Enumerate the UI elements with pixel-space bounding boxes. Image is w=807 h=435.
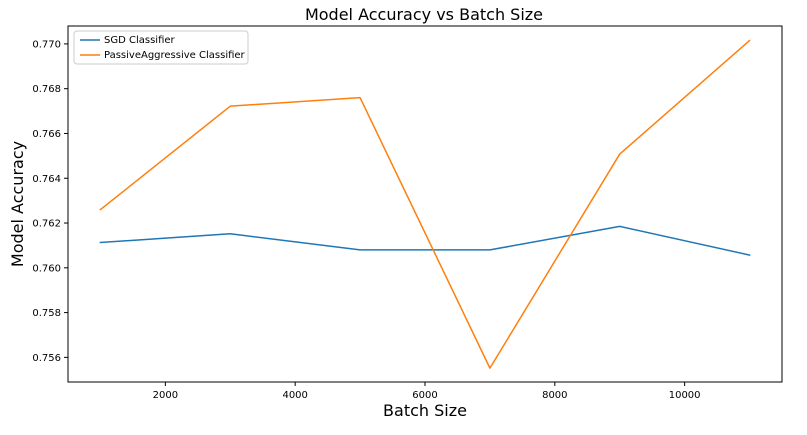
x-tick-label: 4000 [282, 390, 307, 401]
legend-label-passiveaggressive-classifier: PassiveAggressive Classifier [104, 50, 246, 61]
chart-title: Model Accuracy vs Batch Size [305, 5, 543, 24]
x-tick-label: 2000 [153, 390, 178, 401]
x-axis-label: Batch Size [383, 401, 467, 420]
legend: SGD Classifier PassiveAggressive Classif… [73, 30, 249, 65]
x-tick-label: 6000 [412, 390, 437, 401]
y-axis-label: Model Accuracy [8, 141, 27, 267]
series-line-passiveaggressive-classifier [99, 39, 751, 369]
series-lines [99, 39, 751, 369]
y-tick-label: 0.768 [32, 84, 61, 95]
y-axis-ticks: 0.756 0.758 0.760 0.762 0.764 0.766 0.768 0.770 [32, 39, 68, 364]
y-tick-label: 0.762 [32, 219, 61, 230]
x-tick-label: 8000 [542, 390, 567, 401]
y-tick-label: 0.760 [32, 263, 61, 274]
y-tick-label: 0.758 [32, 308, 61, 319]
series-line-sgd-classifier [99, 225, 751, 256]
legend-label-sgd-classifier: SGD Classifier [104, 35, 176, 46]
legend-box [73, 30, 249, 65]
y-tick-label: 0.756 [32, 353, 61, 364]
y-tick-label: 0.764 [32, 174, 61, 185]
y-tick-label: 0.766 [32, 129, 61, 140]
y-tick-label: 0.770 [32, 39, 61, 50]
plot-area [67, 25, 783, 383]
x-tick-label: 10000 [669, 390, 701, 401]
x-axis-ticks: 2000 4000 6000 8000 10000 [153, 382, 701, 401]
